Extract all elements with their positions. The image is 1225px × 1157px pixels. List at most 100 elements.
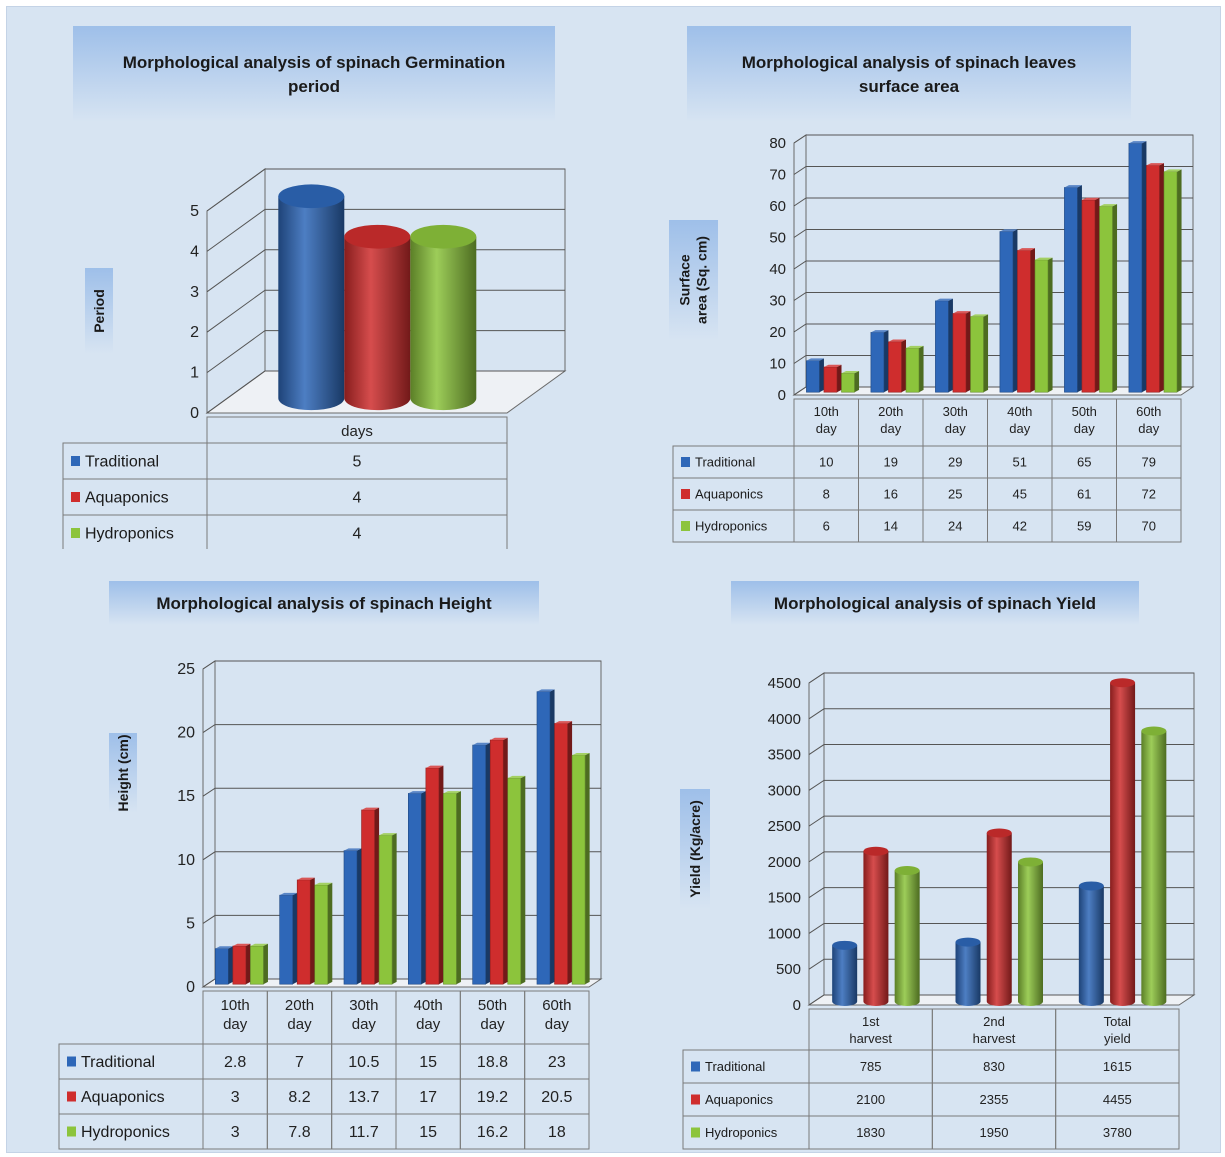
data-label: 7 (295, 1054, 304, 1071)
bar (888, 341, 902, 393)
category-label: Total (1104, 1014, 1132, 1029)
bar-top (986, 828, 1012, 838)
bar-side (854, 371, 860, 393)
data-label: 6 (823, 519, 830, 534)
legend-swatch (691, 1094, 700, 1105)
gridline (202, 851, 601, 861)
y-tick-label: 2500 (768, 818, 801, 835)
legend-swatch (67, 1056, 76, 1067)
bar-top (1078, 881, 1104, 891)
y-tick-label: 1000 (768, 925, 801, 942)
legend-swatch (71, 456, 80, 466)
category-label: day (416, 1016, 441, 1033)
gridline (793, 292, 1193, 301)
bar (832, 945, 858, 1006)
legend-label: Traditional (85, 454, 159, 471)
category-label: 20th (878, 404, 903, 419)
data-label: 11.7 (349, 1124, 379, 1141)
bar (863, 851, 889, 1006)
bar (955, 942, 981, 1006)
bar (905, 347, 920, 393)
bar (1034, 259, 1049, 393)
category-label: day (1009, 421, 1030, 436)
bar-top (1128, 141, 1147, 144)
category-label: day (352, 1016, 377, 1033)
y-tick-label: 2 (190, 324, 199, 341)
chart-title-line: Morphological analysis of spinach Germin… (123, 53, 506, 72)
gridline (808, 815, 1194, 827)
y-tick-label: 25 (177, 661, 195, 678)
category-label: day (287, 1016, 312, 1033)
category-label: day (545, 1016, 570, 1033)
bar-top (408, 791, 426, 794)
figure-canvas: Morphological analysis of spinach Germin… (6, 6, 1221, 1153)
y-tick-label: 1500 (768, 890, 801, 907)
y-tick-label: 0 (793, 997, 801, 1014)
data-label: 59 (1077, 519, 1091, 534)
data-label: 20.5 (541, 1089, 572, 1106)
bar (1146, 165, 1160, 393)
title-box (731, 581, 1139, 625)
category-label: 30th (349, 997, 378, 1014)
category-label: day (223, 1016, 248, 1033)
y-tick-label: 0 (778, 387, 786, 404)
bar-side (310, 877, 315, 985)
category-label: day (480, 1016, 505, 1033)
gridline (808, 922, 1194, 934)
bar (806, 360, 820, 393)
bar (408, 793, 422, 985)
bar-side (1094, 197, 1100, 393)
category-label: 50th (478, 997, 507, 1014)
data-label: 15 (419, 1124, 437, 1141)
chart-title-line: Morphological analysis of spinach Height (156, 594, 492, 613)
legend-swatch (71, 528, 80, 538)
side-wall (808, 672, 825, 1006)
bar-top (863, 846, 889, 856)
data-label: 16 (884, 487, 898, 502)
bar-side (456, 791, 461, 985)
gridline (808, 994, 1194, 1006)
bar-side (1159, 163, 1164, 393)
data-label: 16.2 (477, 1124, 508, 1141)
legend-label: Traditional (705, 1059, 765, 1074)
bar (314, 884, 329, 985)
gridline (793, 323, 1193, 333)
bar (999, 231, 1014, 393)
legend-label: Traditional (695, 455, 755, 470)
data-label: 4455 (1103, 1092, 1132, 1107)
category-label: 20th (285, 997, 314, 1014)
bar-side (1112, 204, 1118, 393)
bar-top (906, 345, 924, 349)
bar-side (263, 943, 268, 985)
category-label: 50th (1072, 404, 1097, 419)
bar (1163, 171, 1178, 393)
bar-top (952, 311, 971, 314)
bar-top (278, 184, 345, 209)
y-tick-label: 20 (177, 725, 195, 742)
bar-side (228, 946, 233, 985)
y-tick-label: 5 (186, 915, 195, 932)
data-label: 13.7 (348, 1089, 379, 1106)
data-label: 15 (419, 1054, 437, 1071)
bar (1099, 206, 1113, 393)
bar-top (536, 689, 555, 692)
bar (841, 372, 855, 393)
bar (571, 754, 586, 985)
data-label: 18.8 (477, 1054, 508, 1071)
bar-top (490, 737, 508, 740)
data-label: 1950 (980, 1125, 1009, 1140)
yield-chart: Morphological analysis of spinach Yield 0… (680, 581, 1196, 1150)
germination-period-chart: Morphological analysis of spinach Germin… (62, 26, 567, 549)
bar-top (379, 833, 397, 836)
gridline (202, 914, 601, 924)
gridline (206, 168, 565, 212)
legend-label: Aquaponics (695, 487, 763, 502)
bar (823, 366, 838, 393)
data-label: 29 (948, 455, 962, 470)
data-label: 10.5 (348, 1054, 379, 1071)
y-axis-label-group: Period (85, 268, 113, 354)
table-cell (1116, 509, 1182, 543)
gridline (808, 958, 1194, 970)
bar-top (410, 224, 477, 249)
bar-side (1030, 248, 1035, 393)
